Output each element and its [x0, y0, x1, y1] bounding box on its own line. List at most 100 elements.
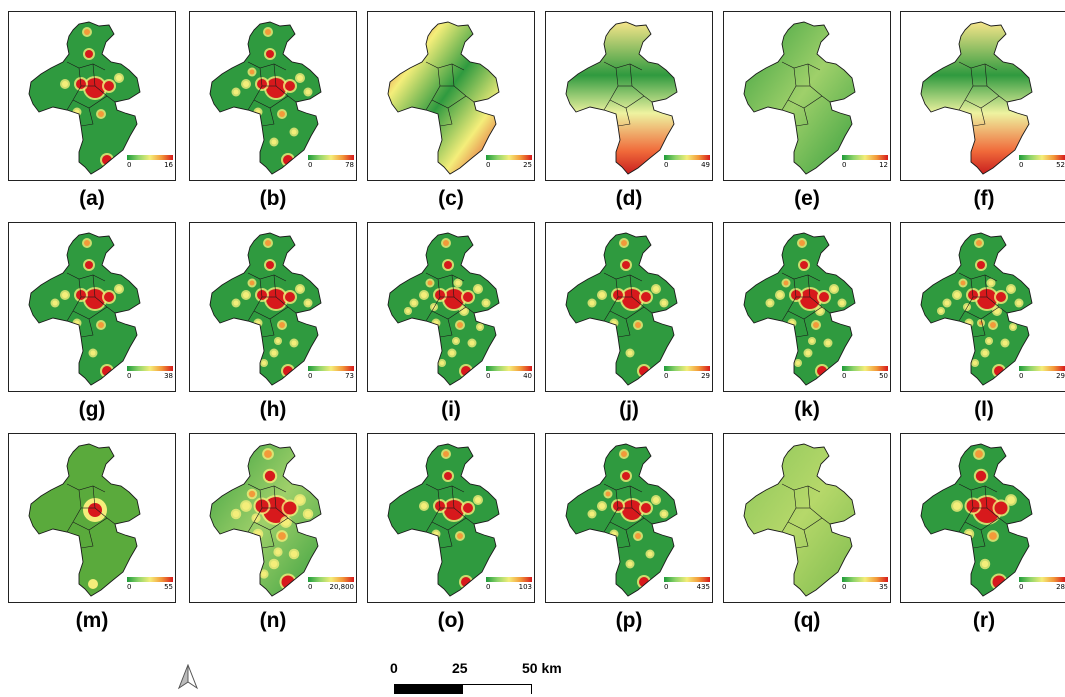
region-map	[743, 232, 856, 386]
legend-min-label: 0	[127, 372, 132, 380]
legend-min-label: 0	[664, 161, 669, 169]
map-panel: 0 29 (l)	[900, 222, 1065, 428]
legend-min-label: 0	[308, 161, 313, 169]
legend-max-label: 55	[164, 583, 173, 591]
panel-caption: (a)	[79, 187, 105, 210]
color-legend: 0 52	[1019, 155, 1065, 171]
region-map	[387, 21, 500, 175]
legend-min-label: 0	[842, 161, 847, 169]
map-panel: 0 55 (m)	[8, 433, 176, 639]
legend-min-label: 0	[1019, 372, 1024, 380]
panel-caption: (d)	[615, 187, 643, 210]
map-panel: 0 52 (f)	[900, 11, 1065, 217]
legend-color-bar	[664, 155, 710, 160]
legend-max-label: 435	[696, 583, 710, 591]
legend-min-label: 0	[664, 583, 669, 591]
scale-label-25: 25	[452, 660, 468, 676]
scale-bar-white-segment	[462, 684, 532, 694]
legend-color-bar	[842, 577, 888, 582]
color-legend: 0 38	[127, 366, 173, 382]
legend-color-bar	[308, 577, 354, 582]
legend-color-bar	[664, 366, 710, 371]
map-frame: 0 52	[900, 11, 1065, 181]
color-legend: 0 49	[664, 155, 710, 171]
region-map	[743, 443, 856, 597]
map-frame: 0 35	[723, 433, 891, 603]
legend-color-bar	[308, 366, 354, 371]
panel-caption: (h)	[259, 398, 287, 421]
region-map	[920, 232, 1033, 386]
panel-caption: (m)	[75, 609, 109, 632]
map-frame: 0 28	[900, 433, 1065, 603]
legend-min-label: 0	[664, 372, 669, 380]
legend-min-label: 0	[308, 372, 313, 380]
legend-min-label: 0	[842, 372, 847, 380]
map-panel: 0 20,800 (n)	[189, 433, 357, 639]
map-panel: 0 12 (e)	[723, 11, 891, 217]
legend-color-bar	[842, 155, 888, 160]
panel-caption: (j)	[619, 398, 639, 421]
color-legend: 0 35	[842, 577, 888, 593]
map-frame: 0 38	[8, 222, 176, 392]
map-panel: 0 35 (q)	[723, 433, 891, 639]
legend-min-label: 0	[1019, 583, 1024, 591]
map-panel: 0 435 (p)	[545, 433, 713, 639]
legend-color-bar	[1019, 155, 1065, 160]
region-map	[28, 232, 141, 386]
panel-caption: (i)	[441, 398, 461, 421]
legend-max-label: 50	[879, 372, 888, 380]
region-map	[920, 443, 1033, 597]
legend-max-label: 16	[164, 161, 173, 169]
map-panel: 0 103 (o)	[367, 433, 535, 639]
legend-max-label: 28	[1056, 583, 1065, 591]
map-frame: 0 20,800	[189, 433, 357, 603]
map-panel: 0 28 (r)	[900, 433, 1065, 639]
map-frame: 0 25	[367, 11, 535, 181]
region-map	[920, 21, 1033, 175]
color-legend: 0 78	[308, 155, 354, 171]
legend-max-label: 103	[518, 583, 532, 591]
region-map	[209, 232, 322, 386]
scale-label-0: 0	[390, 660, 398, 676]
map-frame: 0 103	[367, 433, 535, 603]
panel-caption: (g)	[78, 398, 106, 421]
legend-color-bar	[486, 577, 532, 582]
map-frame: 0 12	[723, 11, 891, 181]
legend-color-bar	[308, 155, 354, 160]
map-frame: 0 49	[545, 11, 713, 181]
legend-min-label: 0	[486, 372, 491, 380]
color-legend: 0 103	[486, 577, 532, 593]
legend-max-label: 12	[879, 161, 888, 169]
legend-color-bar	[127, 366, 173, 371]
map-frame: 0 435	[545, 433, 713, 603]
map-frame: 0 78	[189, 11, 357, 181]
color-legend: 0 12	[842, 155, 888, 171]
legend-min-label: 0	[127, 583, 132, 591]
legend-min-label: 0	[486, 583, 491, 591]
legend-max-label: 52	[1056, 161, 1065, 169]
map-frame: 0 50	[723, 222, 891, 392]
map-panel: 0 50 (k)	[723, 222, 891, 428]
panel-caption: (r)	[972, 609, 996, 632]
legend-max-label: 78	[345, 161, 354, 169]
legend-min-label: 0	[486, 161, 491, 169]
map-panel: 0 73 (h)	[189, 222, 357, 428]
region-map	[209, 21, 322, 175]
legend-color-bar	[127, 155, 173, 160]
panel-caption: (p)	[615, 609, 643, 632]
panel-caption: (n)	[259, 609, 287, 632]
legend-max-label: 49	[701, 161, 710, 169]
map-panel: 0 38 (g)	[8, 222, 176, 428]
legend-max-label: 73	[345, 372, 354, 380]
panel-caption: (e)	[794, 187, 820, 210]
map-frame: 0 29	[900, 222, 1065, 392]
color-legend: 0 28	[1019, 577, 1065, 593]
legend-color-bar	[486, 366, 532, 371]
region-map	[565, 232, 678, 386]
color-legend: 0 40	[486, 366, 532, 382]
legend-min-label: 0	[1019, 161, 1024, 169]
color-legend: 0 20,800	[308, 577, 354, 593]
map-panel: 0 49 (d)	[545, 11, 713, 217]
panel-caption: (l)	[974, 398, 994, 421]
legend-min-label: 0	[127, 161, 132, 169]
